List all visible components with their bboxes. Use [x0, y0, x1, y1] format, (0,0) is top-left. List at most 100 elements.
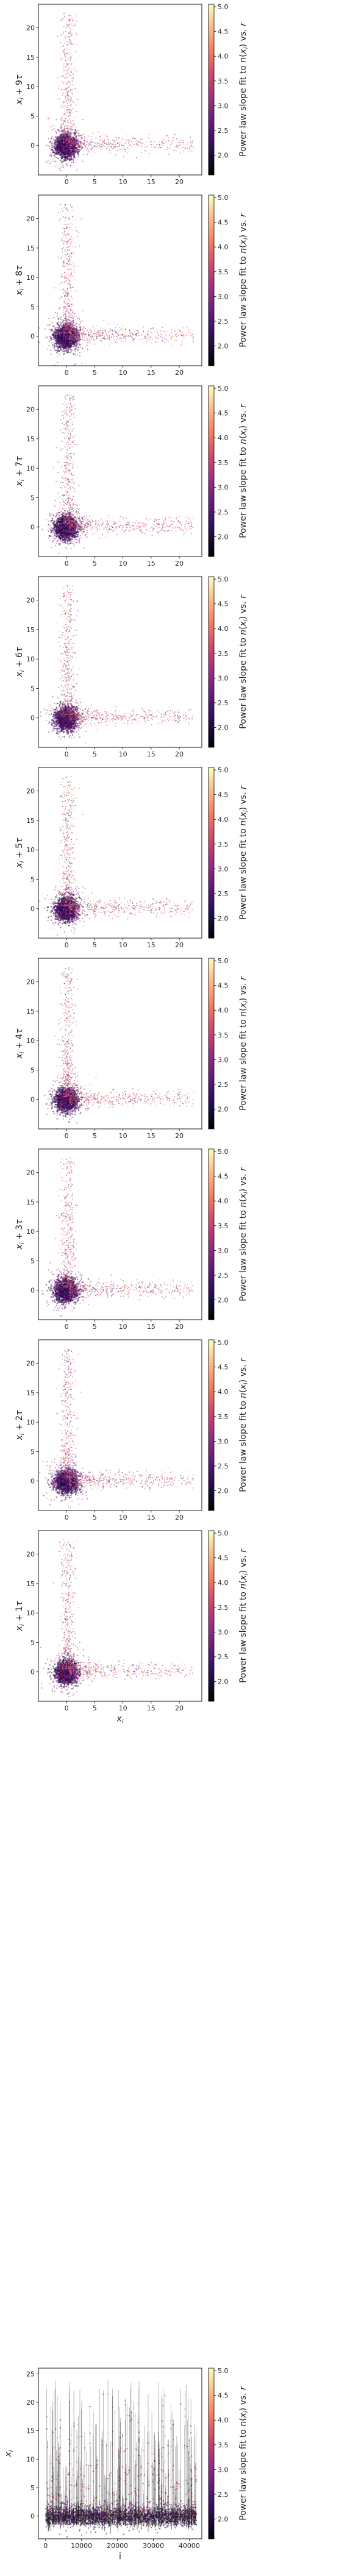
scatter-point [136, 140, 138, 141]
scatter-point [55, 327, 57, 328]
scatter-point [137, 141, 138, 143]
scatter-point [66, 149, 68, 151]
scatter-point [72, 124, 74, 126]
scatter-point [69, 137, 70, 139]
scatter-point [80, 137, 82, 139]
scatter-point [107, 138, 109, 140]
scatter-point [162, 144, 163, 146]
scatter-point [82, 143, 84, 144]
scatter-point [70, 32, 71, 33]
scatter-point [70, 141, 71, 143]
scatter-point [63, 337, 65, 339]
scatter-point [176, 138, 177, 140]
scatter-point [53, 347, 55, 349]
scatter-point [63, 48, 65, 49]
scatter-point [62, 240, 63, 242]
scatter-point [63, 135, 65, 137]
scatter-point [48, 318, 50, 319]
scatter-point [90, 140, 91, 141]
scatter-point [73, 316, 75, 317]
scatter-point [65, 60, 67, 62]
scatter-point [73, 134, 75, 136]
scatter-point [71, 95, 73, 97]
scatter-point [54, 344, 55, 346]
scatter-point [56, 135, 57, 137]
scatter-point [70, 110, 72, 112]
scatter-point [68, 119, 70, 121]
scatter-point [63, 70, 65, 71]
scatter-point [70, 155, 72, 157]
scatter-point [64, 110, 65, 111]
scatter-point [69, 140, 70, 142]
scatter-point [63, 51, 65, 53]
scatter-point [128, 143, 129, 144]
scatter-point [54, 148, 56, 150]
scatter-point [69, 260, 71, 262]
scatter-point [55, 329, 57, 331]
scatter-point [74, 151, 76, 153]
scatter-point [59, 130, 60, 132]
scatter-point [69, 262, 70, 263]
scatter-point [61, 144, 63, 146]
scatter-point [111, 143, 113, 144]
scatter-point [60, 346, 62, 348]
scatter-point [54, 160, 55, 162]
scatter-point [63, 324, 65, 325]
scatter-point [163, 143, 165, 144]
scatter-point [59, 168, 60, 169]
scatter-point [73, 160, 74, 162]
scatter-point [155, 145, 157, 147]
scatter-point [76, 326, 77, 327]
scatter-point [59, 159, 62, 162]
scatter-point [80, 143, 82, 144]
scatter-point [85, 328, 87, 329]
scatter-point [66, 247, 68, 249]
scatter-point [52, 332, 54, 333]
scatter-point [74, 246, 76, 247]
scatter-point [70, 132, 72, 134]
scatter-point [52, 143, 54, 144]
scatter-point [65, 318, 66, 319]
scatter-point [65, 130, 66, 132]
scatter-point [69, 37, 71, 38]
scatter-point [71, 135, 73, 137]
x-tick-label: 10 [119, 178, 127, 186]
scatter-point [125, 141, 127, 143]
scatter-point [68, 41, 70, 43]
scatter-point [74, 364, 76, 366]
scatter-point [166, 147, 168, 149]
scatter-point [75, 127, 77, 129]
scatter-point [62, 123, 63, 124]
scatter-point [56, 139, 58, 141]
x-tick-label: 0 [65, 178, 69, 186]
scatter-point [66, 304, 68, 305]
scatter-point [116, 137, 118, 138]
scatter-point [62, 321, 63, 322]
scatter-point [77, 346, 79, 349]
scatter-point [66, 336, 68, 338]
scatter-point [78, 143, 80, 145]
scatter-point [95, 137, 97, 139]
scatter-point [179, 144, 180, 146]
scatter-point [108, 143, 110, 144]
scatter-point [60, 349, 62, 350]
scatter-point [73, 321, 74, 323]
scatter-point [51, 336, 52, 338]
scatter-point [64, 347, 66, 349]
scatter-point [78, 148, 80, 149]
scatter-point [70, 250, 71, 252]
scatter-point [66, 20, 68, 22]
scatter-point [70, 272, 72, 274]
scatter-point [63, 330, 65, 331]
scatter-point [83, 138, 85, 140]
scatter-point [79, 352, 80, 354]
scatter-point [60, 138, 62, 140]
scatter-point [66, 141, 68, 143]
scatter-point [76, 110, 77, 112]
scatter-point [55, 340, 57, 342]
scatter-point [84, 140, 85, 141]
scatter-point [66, 146, 68, 148]
scatter-point [57, 324, 59, 326]
scatter-point [70, 75, 71, 77]
